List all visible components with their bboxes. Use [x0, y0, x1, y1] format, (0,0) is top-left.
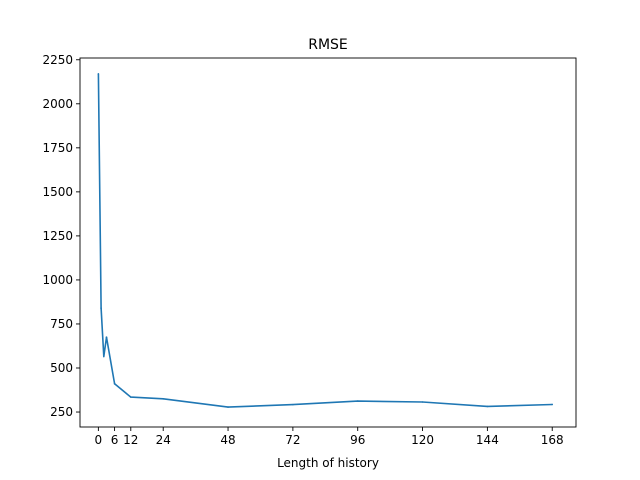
data-point — [100, 307, 102, 309]
data-point — [102, 355, 105, 358]
x-tick-label: 168 — [541, 433, 564, 447]
x-tick-label: 96 — [350, 433, 365, 447]
data-point — [105, 336, 108, 338]
y-tick-label: 500 — [50, 361, 73, 375]
data-point — [486, 405, 489, 408]
x-tick-label: 0 — [95, 433, 103, 447]
x-tick-label: 12 — [123, 433, 138, 447]
data-point — [129, 396, 132, 398]
chart-title: RMSE — [308, 37, 348, 53]
x-tick-label: 144 — [476, 433, 499, 447]
x-tick-label: 72 — [285, 433, 300, 447]
data-point — [113, 383, 116, 385]
y-tick-label: 2250 — [42, 53, 73, 67]
x-axis-ticks: 0 6 12 24 48 72 96 120 144 168 — [95, 427, 564, 447]
y-tick-label: 1750 — [42, 141, 73, 155]
data-point — [227, 406, 229, 408]
x-tick-label: 48 — [220, 433, 235, 447]
x-tick-label: 120 — [411, 433, 434, 447]
x-axis-label: Length of history — [277, 456, 379, 470]
x-tick-label: 24 — [156, 433, 171, 447]
y-tick-label: 750 — [50, 317, 73, 331]
y-tick-label: 2000 — [42, 97, 73, 111]
y-tick-label: 1250 — [42, 229, 73, 243]
data-point — [356, 400, 359, 402]
y-axis-ticks: 250 500 750 1000 1250 1500 1750 2000 2250 — [42, 53, 80, 419]
data-point — [421, 401, 424, 403]
data-point — [551, 403, 554, 406]
y-tick-label: 1500 — [42, 185, 73, 199]
data-point — [97, 73, 100, 75]
y-tick-label: 250 — [50, 405, 73, 419]
plot-area-frame — [79, 57, 577, 428]
data-point — [162, 398, 165, 400]
data-point — [292, 403, 294, 406]
y-tick-label: 1000 — [42, 273, 73, 287]
series-layer — [97, 73, 554, 408]
series-line-0 — [97, 73, 553, 408]
x-tick-label: 6 — [111, 433, 119, 447]
